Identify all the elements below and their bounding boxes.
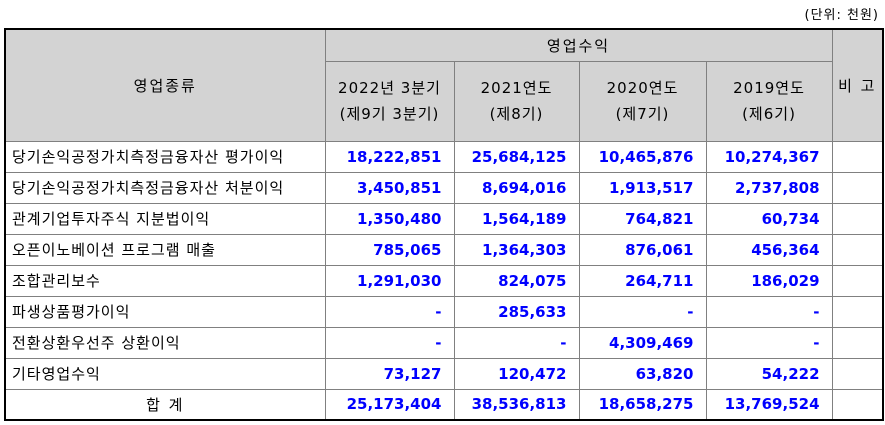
- period-header-2021: 2021연도 (제8기): [453, 60, 580, 142]
- value-cell: 824,075: [453, 264, 580, 297]
- row-label: 전환상환우선주 상환이익: [4, 326, 326, 359]
- value-cell: -: [705, 295, 833, 328]
- table-row: 파생상품평가이익 - 285,633 - -: [4, 295, 884, 328]
- remarks-cell: [831, 388, 884, 421]
- value-cell: -: [324, 295, 455, 328]
- value-cell: 63,820: [578, 357, 707, 390]
- period-label-line2: (제7기): [615, 105, 670, 123]
- table-row-total: 합 계 25,173,404 38,536,813 18,658,275 13,…: [4, 388, 884, 421]
- category-header: 영업종류: [4, 28, 326, 142]
- row-label: 파생상품평가이익: [4, 295, 326, 328]
- period-label-line2: (제6기): [742, 105, 796, 123]
- remarks-cell: [831, 233, 884, 266]
- value-cell: 18,658,275: [578, 388, 707, 421]
- table-row: 오픈이노베이션 프로그램 매출 785,065 1,364,303 876,06…: [4, 233, 884, 266]
- table-row: 당기손익공정가치측정금융자산 평가이익 18,222,851 25,684,12…: [4, 140, 884, 173]
- value-cell: -: [453, 326, 580, 359]
- value-cell: 1,564,189: [453, 202, 580, 235]
- remarks-cell: [831, 171, 884, 204]
- remarks-cell: [831, 326, 884, 359]
- value-cell: 4,309,469: [578, 326, 707, 359]
- table-row: 전환상환우선주 상환이익 - - 4,309,469 -: [4, 326, 884, 359]
- value-cell: 8,694,016: [453, 171, 580, 204]
- remarks-cell: [831, 140, 884, 173]
- value-cell: 876,061: [578, 233, 707, 266]
- value-cell: 285,633: [453, 295, 580, 328]
- period-label-line2: (제9기 3분기): [339, 105, 440, 123]
- value-cell: -: [324, 326, 455, 359]
- total-label: 합 계: [4, 388, 326, 421]
- value-cell: 1,291,030: [324, 264, 455, 297]
- unit-note: (단위: 천원): [804, 8, 879, 23]
- remarks-cell: [831, 357, 884, 390]
- value-cell: 1,350,480: [324, 202, 455, 235]
- table-row: 관계기업투자주식 지분법이익 1,350,480 1,564,189 764,8…: [4, 202, 884, 235]
- period-label-line2: (제8기): [489, 105, 544, 123]
- value-cell: 120,472: [453, 357, 580, 390]
- value-cell: 38,536,813: [453, 388, 580, 421]
- revenue-table: 영업종류 영업수익 비 고 2022년 3분기 (제9기 3분기) 2021연도…: [4, 28, 885, 421]
- value-cell: 764,821: [578, 202, 707, 235]
- row-label: 오픈이노베이션 프로그램 매출: [4, 233, 326, 266]
- value-cell: 1,913,517: [578, 171, 707, 204]
- value-cell: 10,465,876: [578, 140, 707, 173]
- header-period-row: 2022년 3분기 (제9기 3분기) 2021연도 (제8기) 2020연도 …: [5, 60, 883, 142]
- period-label-line1: 2022년 3분기: [338, 79, 441, 97]
- value-cell: -: [578, 295, 707, 328]
- row-label: 기타영업수익: [4, 357, 326, 390]
- period-header-2020: 2020연도 (제7기): [578, 60, 707, 142]
- value-cell: -: [705, 326, 833, 359]
- value-cell: 25,684,125: [453, 140, 580, 173]
- remarks-header: 비 고: [831, 28, 884, 142]
- value-cell: 73,127: [324, 357, 455, 390]
- period-label-line1: 2021연도: [480, 79, 553, 97]
- remarks-cell: [831, 264, 884, 297]
- value-cell: 10,274,367: [705, 140, 833, 173]
- value-cell: 785,065: [324, 233, 455, 266]
- row-label: 당기손익공정가치측정금융자산 처분이익: [4, 171, 326, 204]
- value-cell: 54,222: [705, 357, 833, 390]
- row-label: 조합관리보수: [4, 264, 326, 297]
- value-cell: 456,364: [705, 233, 833, 266]
- row-label: 관계기업투자주식 지분법이익: [4, 202, 326, 235]
- table-row: 당기손익공정가치측정금융자산 처분이익 3,450,851 8,694,016 …: [4, 171, 884, 204]
- value-cell: 60,734: [705, 202, 833, 235]
- value-cell: 13,769,524: [705, 388, 833, 421]
- period-header-2022q3: 2022년 3분기 (제9기 3분기): [324, 60, 455, 142]
- revenue-group-header: 영업수익: [324, 28, 833, 62]
- table-row: 기타영업수익 73,127 120,472 63,820 54,222: [4, 357, 884, 390]
- remarks-cell: [831, 295, 884, 328]
- table-row: 조합관리보수 1,291,030 824,075 264,711 186,029: [4, 264, 884, 297]
- period-label-line1: 2020연도: [606, 79, 679, 97]
- row-label: 당기손익공정가치측정금융자산 평가이익: [4, 140, 326, 173]
- value-cell: 25,173,404: [324, 388, 455, 421]
- period-label-line1: 2019연도: [733, 79, 805, 97]
- header-group-row: 영업종류 영업수익 비 고: [4, 28, 884, 142]
- value-cell: 1,364,303: [453, 233, 580, 266]
- period-header-2019: 2019연도 (제6기): [705, 60, 833, 142]
- value-cell: 2,737,808: [705, 171, 833, 204]
- remarks-cell: [831, 202, 884, 235]
- value-cell: 18,222,851: [324, 140, 455, 173]
- value-cell: 186,029: [705, 264, 833, 297]
- value-cell: 3,450,851: [324, 171, 455, 204]
- value-cell: 264,711: [578, 264, 707, 297]
